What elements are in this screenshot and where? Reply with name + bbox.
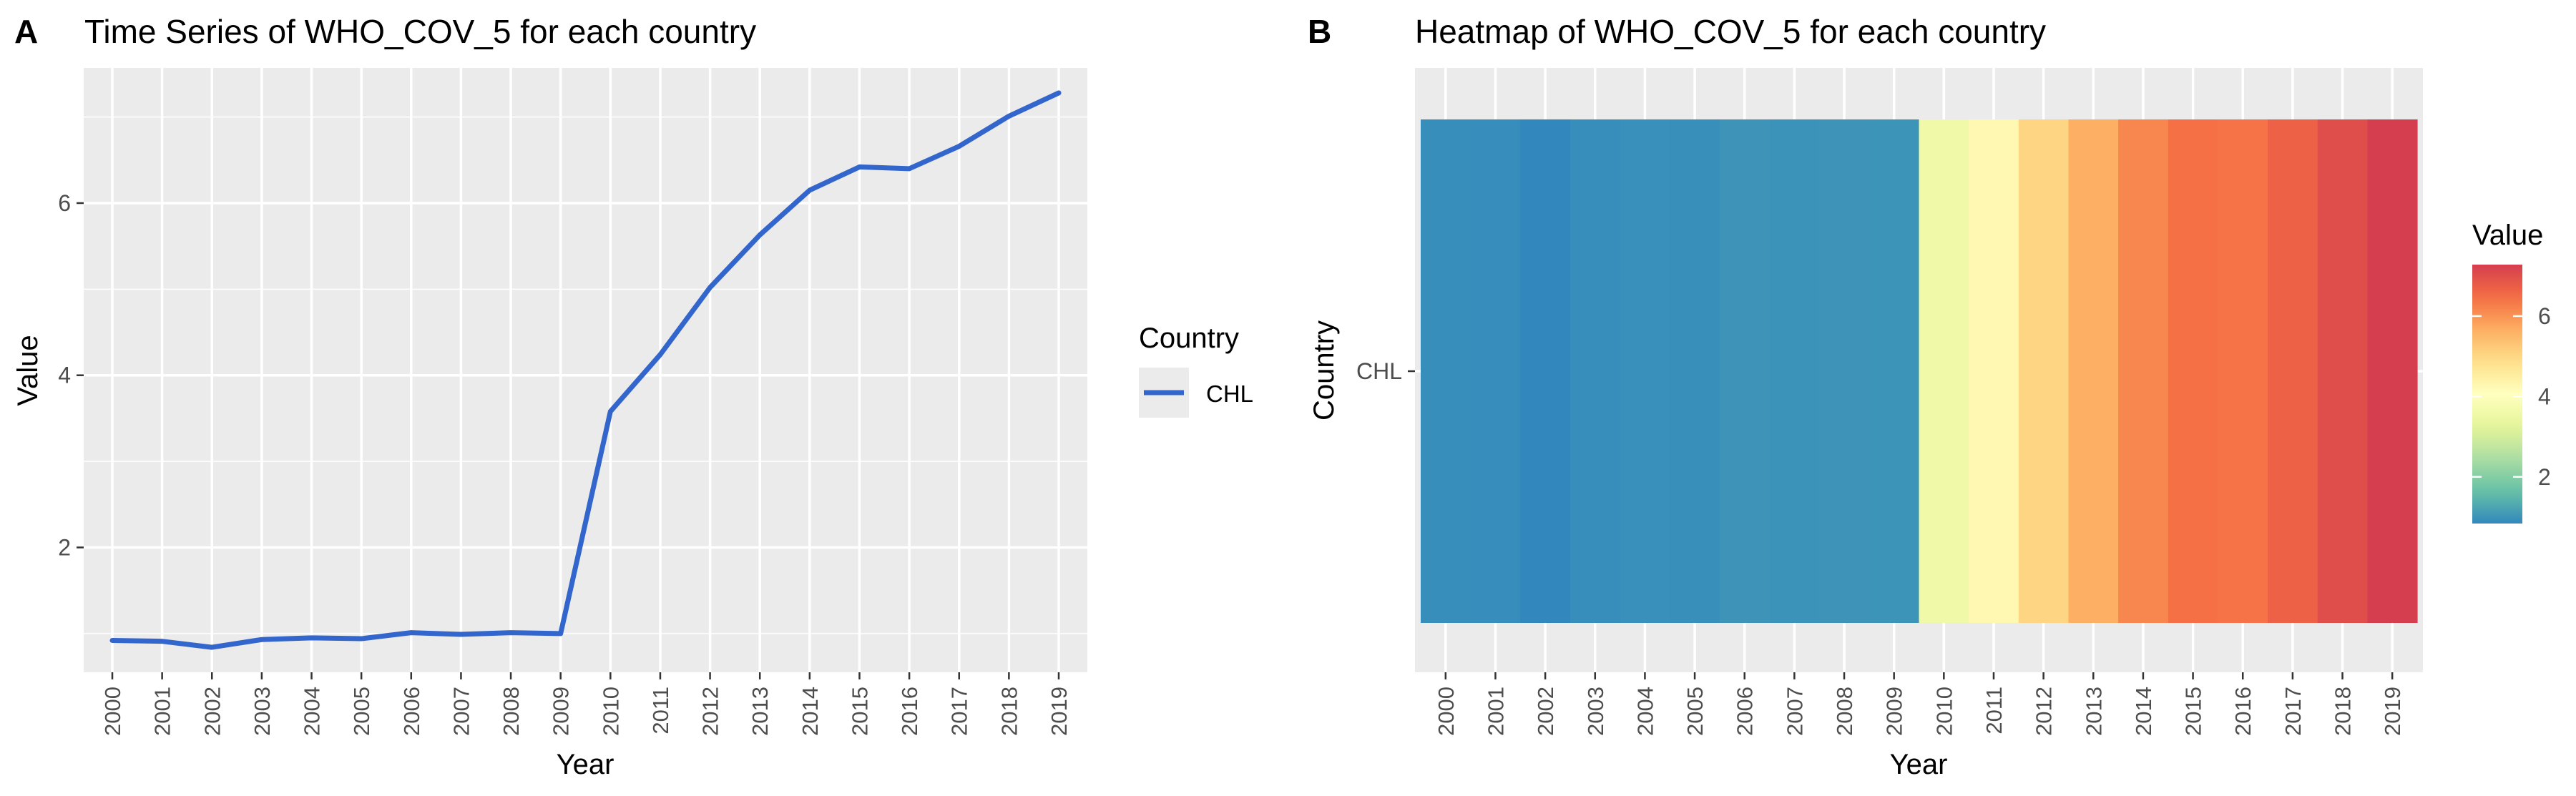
heatmap: CHL 2000 2001 2002 2003 2004 2005 2006 2007 2008 2… — [1356, 68, 2423, 736]
x-tick-label: 2006 — [399, 687, 424, 736]
heatmap-cell — [1620, 119, 1670, 623]
x-tick-label: 2008 — [1832, 687, 1857, 736]
colorbar-tick-label: 6 — [2538, 303, 2551, 329]
x-tick-label: 2018 — [2331, 687, 2356, 736]
x-tick-label: 2010 — [1931, 687, 1957, 736]
x-tick-label: 2013 — [748, 687, 773, 736]
x-tick-label: 2010 — [598, 687, 623, 736]
heatmap-cell — [1919, 119, 1969, 623]
heatmap-cell — [2118, 119, 2169, 623]
x-tick-label: 2007 — [449, 687, 474, 736]
heatmap-cell — [1719, 119, 1771, 623]
heatmap-cell — [1470, 119, 1521, 623]
x-tick-label: 2018 — [996, 687, 1022, 736]
heatmap-cell — [2317, 119, 2368, 623]
x-tick-label: 2015 — [2181, 687, 2206, 736]
heatmap-cell — [2168, 119, 2218, 623]
x-tick-label: 2019 — [2380, 687, 2405, 736]
x-tick-label: 2012 — [698, 687, 723, 736]
plot-panel — [84, 68, 1087, 672]
heatmap-cell — [1520, 119, 1571, 623]
heatmap-cell — [1569, 119, 1621, 623]
y-tick-label: 2 — [58, 534, 71, 560]
x-tick-label: 2007 — [1782, 687, 1807, 736]
heatmap-cell — [1670, 119, 1720, 623]
heatmap-cell — [1869, 119, 1920, 623]
panel-a-tag: A — [14, 13, 38, 50]
y-tick-label: CHL — [1356, 358, 1402, 384]
x-tick-label: 2008 — [499, 687, 524, 736]
colorbar-tick-label: 4 — [2538, 383, 2551, 409]
line-chart-ylabel: Value — [12, 335, 44, 406]
heatmap-cell — [2367, 119, 2418, 623]
x-tick-label: 2012 — [2032, 687, 2057, 736]
x-tick-label: 2000 — [100, 687, 125, 736]
panel-a-title: Time Series of WHO_COV_5 for each countr… — [84, 13, 756, 50]
heatmap-cell — [1969, 119, 2019, 623]
panel-b-tag: B — [1308, 13, 1331, 50]
x-tick-label: 2009 — [1882, 687, 1907, 736]
heatmap-cell — [1421, 119, 1471, 623]
heatmap-cell — [1769, 119, 1820, 623]
x-tick-label: 2014 — [798, 687, 823, 736]
heatmap-cell — [2018, 119, 2070, 623]
y-tick-label: 6 — [58, 190, 71, 216]
x-tick-label: 2005 — [1683, 687, 1708, 736]
heatmap-cell — [1819, 119, 1870, 623]
line-chart: 2 4 6 2000 2001 2002 2003 2004 2005 2006 2007 2008 2… — [58, 68, 1087, 736]
x-tick-label: 2015 — [847, 687, 872, 736]
colorbar-tick-label: 2 — [2538, 464, 2551, 490]
x-tick-label: 2016 — [897, 687, 922, 736]
x-tick-label: 2017 — [2281, 687, 2306, 736]
x-tick-label: 2003 — [250, 687, 275, 736]
x-tick-label: 2011 — [1982, 687, 2007, 734]
x-tick-label: 2004 — [300, 687, 325, 736]
x-tick-label: 2002 — [200, 687, 225, 736]
x-tick-label: 2013 — [2081, 687, 2106, 736]
x-tick-label: 2009 — [549, 687, 574, 736]
colorbar-title: Value — [2472, 220, 2543, 251]
heatmap-cell — [2218, 119, 2268, 623]
x-tick-label: 2002 — [1533, 687, 1558, 736]
panel-b-title: Heatmap of WHO_COV_5 for each country — [1415, 13, 2046, 50]
x-tick-label: 2000 — [1434, 687, 1459, 736]
x-tick-label: 2004 — [1632, 687, 1657, 736]
x-tick-label: 2011 — [648, 687, 673, 734]
x-tick-label: 2001 — [1483, 687, 1508, 736]
legend-label: CHL — [1206, 380, 1253, 407]
series-line-chl — [109, 90, 1062, 650]
legend-title: Country — [1139, 323, 1239, 354]
x-tick-label: 2006 — [1733, 687, 1758, 736]
heatmap-cell — [2068, 119, 2119, 623]
x-tick-label: 2016 — [2230, 687, 2256, 736]
y-tick-label: 4 — [58, 363, 71, 388]
heatmap-cell — [2268, 119, 2318, 623]
line-chart-xlabel: Year — [557, 749, 614, 780]
line-chart-legend: Country CHL — [1139, 323, 1253, 418]
colorbar — [2472, 265, 2522, 524]
x-tick-label: 2019 — [1047, 687, 1072, 736]
heatmap-ylabel: Country — [1308, 320, 1340, 421]
x-tick-label: 2014 — [2131, 687, 2156, 736]
x-tick-label: 2005 — [349, 687, 374, 736]
x-tick-label: 2003 — [1583, 687, 1608, 736]
x-tick-label: 2001 — [150, 687, 175, 736]
heatmap-xlabel: Year — [1890, 749, 1948, 780]
x-tick-label: 2017 — [947, 687, 972, 736]
heatmap-colorbar-legend: Value 2 4 6 — [2472, 220, 2551, 524]
